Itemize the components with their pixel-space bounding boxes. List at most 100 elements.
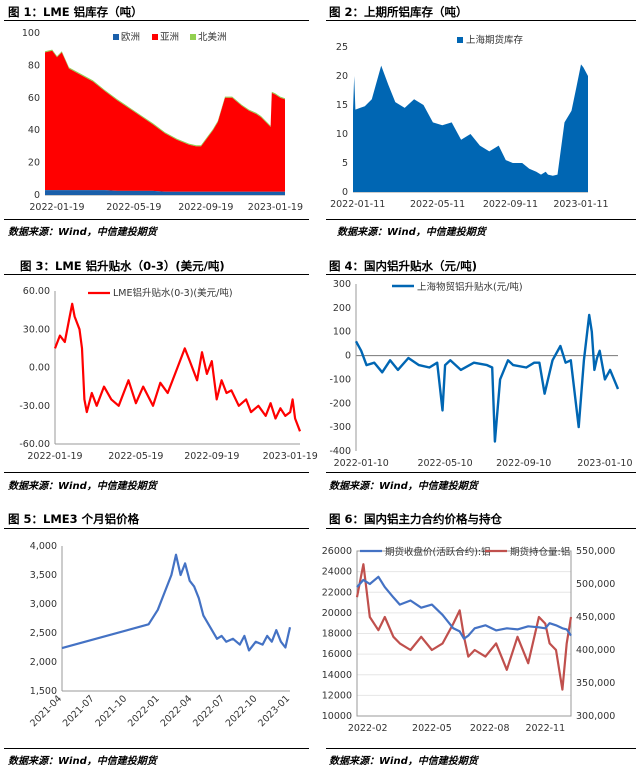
chart3-x-tick-label: 2023-01-19	[263, 451, 318, 462]
chart1-y-tick-label: 40	[28, 125, 40, 136]
chart6-legend-label-price: 期货收盘价(活跃合约):铝	[385, 546, 491, 558]
divider	[4, 20, 309, 21]
chart2-y-tick-label: 5	[342, 158, 348, 169]
chart6-line-close-price	[356, 575, 572, 640]
chart6-title: 图 6：国内铝主力合约价格与持仓	[329, 512, 503, 526]
chart6-right-y-tick-label: 550,000	[576, 546, 615, 557]
chart5-x-tick-label: 2022-01	[126, 693, 162, 729]
chart2-title: 图 2：上期所铝库存（吨）	[329, 5, 468, 19]
chart3-legend-label: LME铝升贴水(0-3)(美元/吨)	[113, 287, 233, 299]
chart6-right-y-tick-label: 450,000	[576, 612, 615, 623]
divider	[326, 748, 636, 749]
source-note: 数据来源：Wind，中信建投期货	[337, 227, 486, 238]
chart5-y-tick-label: 3,000	[30, 599, 57, 610]
chart4-y-tick-label: 200	[333, 303, 351, 314]
chart6-left-y-tick-label: 10000	[322, 711, 352, 722]
chart1-area-asia	[45, 50, 285, 192]
divider	[4, 219, 309, 220]
chart4-legend-label: 上海物贸铝升贴水(元/吨)	[417, 281, 523, 293]
chart6-right-y-tick-label: 500,000	[576, 579, 615, 590]
chart6-left-y-tick-label: 14000	[322, 670, 352, 681]
chart2-y-tick-label: 20	[336, 71, 348, 82]
chart6-x-tick-label: 2022-11	[525, 723, 565, 734]
chart1-y-tick-label: 0	[34, 190, 40, 201]
chart1-y-tick-label: 80	[28, 60, 40, 71]
chart5-x-tick-label: 2021-04	[28, 693, 64, 729]
chart2-x-tick-label: 2023-01-11	[553, 199, 608, 210]
divider	[4, 748, 309, 749]
chart5-line-lme3-price	[61, 553, 292, 652]
divider	[326, 219, 636, 220]
chart5-x-tick-label: 2022-07	[191, 693, 227, 729]
chart2-y-tick-label: 10	[336, 129, 348, 140]
chart1-area-europe	[45, 190, 285, 195]
chart2-legend-label: 上海期货库存	[466, 34, 524, 46]
chart6-x-tick-label: 2022-08	[470, 723, 510, 734]
source-note: 数据来源：Wind，中信建投期货	[8, 756, 157, 767]
chart4-y-tick-label: 100	[333, 327, 351, 338]
divider	[326, 528, 636, 529]
chart1-legend-label: 欧洲	[121, 31, 140, 43]
chart3-x-tick-label: 2022-01-19	[27, 451, 82, 462]
chart5-x-tick-label: 2023-01	[256, 693, 292, 729]
chart6-left-y-tick-label: 18000	[322, 629, 352, 640]
divider	[4, 472, 309, 473]
chart1-legend-swatch	[113, 34, 119, 40]
chart5-y-tick-label: 2,500	[30, 628, 57, 639]
chart1-legend-swatch	[152, 34, 158, 40]
chart6-x-tick-label: 2022-02	[348, 723, 388, 734]
chart4-y-tick-label: -400	[329, 446, 351, 457]
chart1-legend-swatch	[190, 34, 196, 40]
chart4-title: 图 4：国内铝升贴水（元/吨)	[329, 259, 477, 273]
chart6-legend-label-oi: 期货持仓量:铝	[510, 546, 570, 558]
chart2-x-tick-label: 2022-01-11	[330, 199, 385, 210]
chart3-y-tick-label: -30.00	[19, 401, 50, 412]
chart4-x-tick-label: 2022-09-10	[496, 458, 551, 469]
chart5-y-tick-label: 3,500	[30, 570, 57, 581]
chart2-y-tick-label: 25	[336, 42, 348, 53]
chart1-y-tick-label: 100	[22, 28, 40, 39]
chart5-x-tick-label: 2022-04	[159, 693, 195, 729]
chart1-x-tick-label: 2023-01-19	[248, 202, 303, 213]
chart5-x-tick-label: 2021-10	[93, 693, 129, 729]
chart2-area-shfe-stock	[353, 64, 588, 192]
chart1-legend-label: 亚洲	[160, 32, 179, 43]
chart3-title: 图 3：LME 铝升贴水（0-3）(美元/吨)	[20, 259, 225, 273]
chart3-y-tick-label: 30.00	[23, 324, 50, 335]
chart6-right-y-tick-label: 350,000	[576, 678, 615, 689]
chart2-legend-swatch	[457, 37, 463, 43]
source-note: 数据来源：Wind，中信建投期货	[329, 756, 478, 767]
chart6-right-y-tick-label: 400,000	[576, 645, 615, 656]
chart6-line-open-interest	[355, 563, 573, 691]
divider	[326, 472, 636, 473]
chart2-x-tick-label: 2022-09-11	[483, 199, 538, 210]
divider	[4, 528, 309, 529]
chart3-x-tick-label: 2022-09-19	[184, 451, 239, 462]
chart6-left-y-tick-label: 12000	[322, 690, 352, 701]
chart4-x-tick-label: 2022-01-10	[334, 458, 389, 469]
chart5-title: 图 5：LME3 个月铝价格	[8, 512, 140, 526]
source-note: 数据来源：Wind，中信建投期货	[8, 481, 157, 492]
chart6-left-y-tick-label: 24000	[322, 567, 352, 578]
chart5-x-tick-label: 2021-07	[61, 693, 97, 729]
chart3-line-lme-spread	[53, 302, 302, 432]
chart4-y-tick-label: 0	[345, 351, 351, 362]
divider	[4, 274, 309, 275]
chart1-y-tick-label: 60	[28, 93, 40, 104]
chart1-x-tick-label: 2022-05-19	[106, 202, 161, 213]
chart6-right-y-tick-label: 300,000	[576, 711, 615, 722]
chart6-left-y-tick-label: 26000	[322, 546, 352, 557]
divider	[326, 274, 636, 275]
source-note: 数据来源：Wind，中信建投期货	[8, 227, 157, 238]
chart4-x-tick-label: 2022-05-10	[417, 458, 472, 469]
chart3-y-tick-label: 0.00	[29, 363, 50, 374]
chart4-y-tick-label: -200	[329, 398, 351, 409]
chart4-line-domestic-spread	[354, 313, 620, 443]
chart2-y-tick-label: 0	[342, 187, 348, 198]
chart2-y-tick-label: 15	[336, 100, 348, 111]
chart2-x-tick-label: 2022-05-11	[410, 199, 465, 210]
chart6-left-y-tick-label: 20000	[322, 608, 352, 619]
source-note: 数据来源：Wind，中信建投期货	[329, 481, 478, 492]
chart1-y-tick-label: 20	[28, 158, 40, 169]
